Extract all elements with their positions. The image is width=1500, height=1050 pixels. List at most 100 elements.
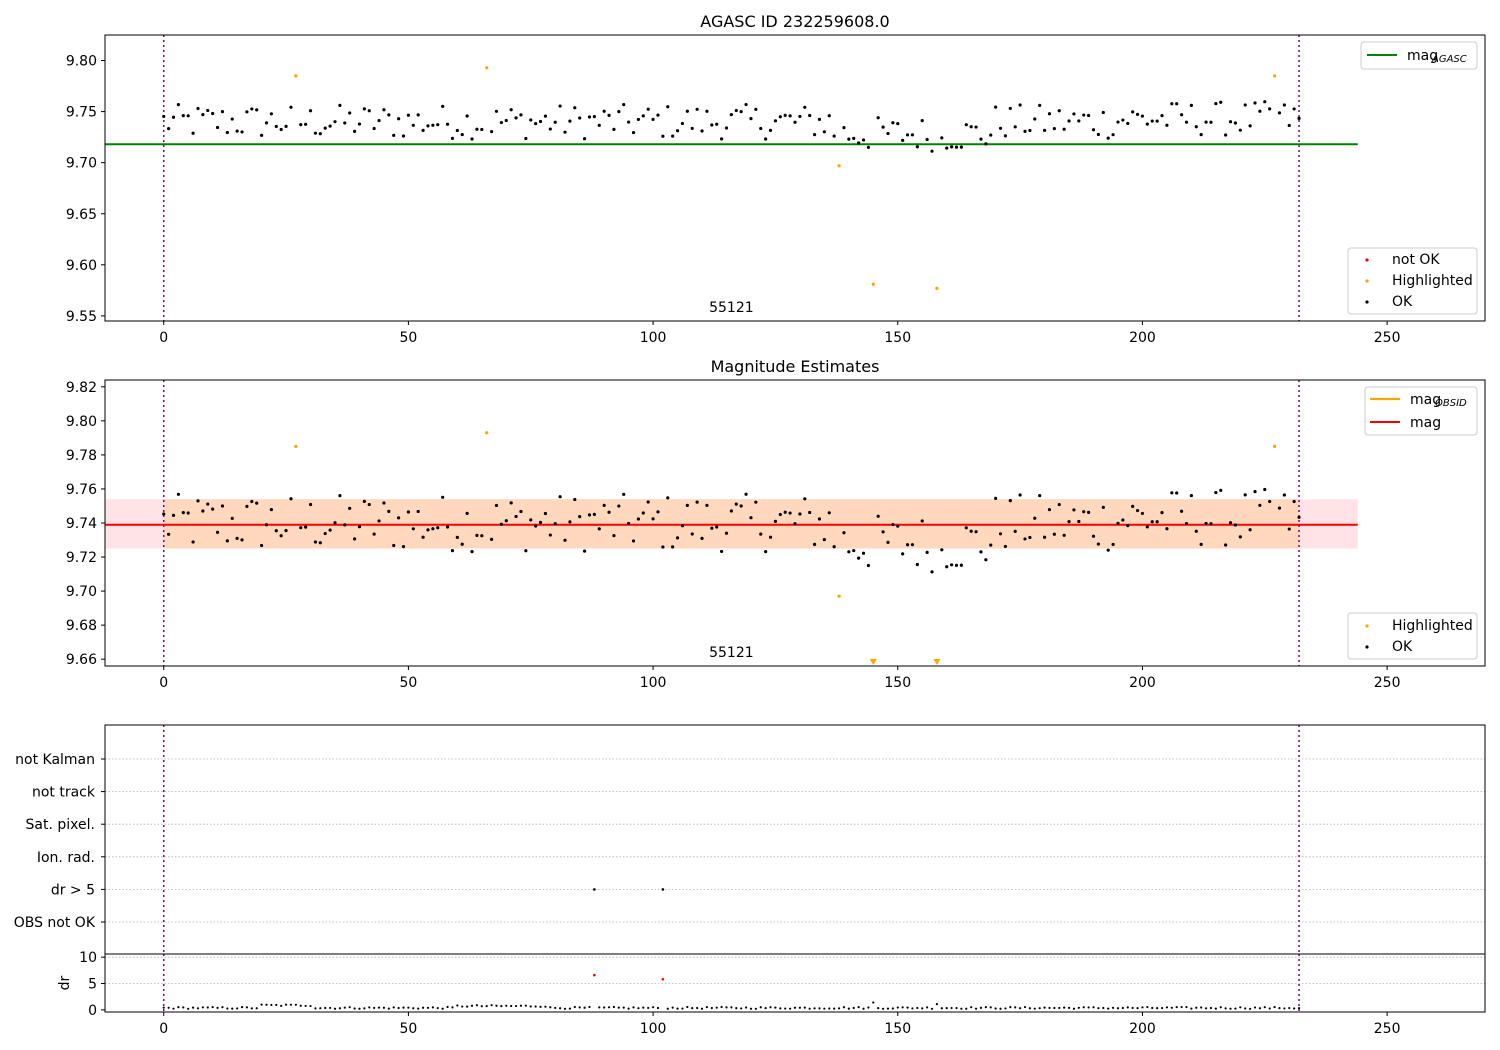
ok-point	[1096, 132, 1101, 137]
ok-point	[558, 495, 562, 499]
ok-point	[1013, 529, 1017, 533]
ok-point	[656, 510, 660, 514]
y-tick-label: 9.65	[66, 207, 97, 223]
ok-point	[896, 524, 900, 528]
ok-point	[509, 501, 513, 505]
dr-point	[720, 1005, 723, 1009]
highlighted-point	[871, 282, 875, 286]
dr-point	[329, 1006, 332, 1010]
ok-point	[1087, 113, 1091, 118]
dr-point	[324, 1006, 327, 1010]
ok-point	[910, 133, 915, 137]
ok-point	[749, 117, 753, 121]
ok-point	[592, 115, 596, 119]
ok-point	[1003, 544, 1008, 549]
dr-point	[573, 1005, 576, 1009]
ok-point	[920, 119, 924, 123]
dr-point	[1136, 1006, 1139, 1010]
dr-point	[647, 1006, 650, 1010]
x-tick-label: 200	[1129, 675, 1156, 691]
dr-point	[989, 1006, 992, 1009]
ok-point	[646, 500, 650, 504]
highlighted-point	[485, 66, 489, 70]
ok-point	[808, 113, 812, 118]
ok-point	[822, 130, 826, 134]
ok-point	[876, 514, 880, 518]
dr-point	[211, 1005, 214, 1009]
ok-point	[1184, 120, 1189, 124]
dr-point	[1160, 1006, 1164, 1010]
ok-point	[1106, 548, 1110, 552]
ok-point	[318, 541, 322, 545]
ok-point	[832, 134, 836, 138]
ok-point	[940, 548, 944, 552]
ok-point	[162, 512, 166, 516]
dr-point	[485, 1005, 488, 1008]
ok-point	[1018, 493, 1022, 497]
dr-point	[392, 1006, 395, 1009]
ok-point	[661, 545, 665, 549]
ok-point	[1140, 114, 1145, 118]
dr-point	[431, 1006, 434, 1009]
ok-point	[685, 503, 689, 507]
dr-point	[1126, 1006, 1129, 1009]
ok-point	[998, 126, 1003, 130]
ok-point	[279, 127, 283, 132]
ok-point	[1116, 120, 1120, 124]
ok-point	[759, 532, 763, 536]
ok-point	[754, 107, 758, 111]
dr-point	[549, 1006, 552, 1009]
ok-point	[1233, 121, 1238, 125]
dr-point	[510, 1004, 513, 1008]
dr-point	[319, 1007, 322, 1010]
ok-point	[450, 549, 455, 553]
ok-point	[1023, 129, 1027, 133]
ok-point	[1243, 103, 1247, 107]
dr-point	[676, 1007, 679, 1010]
ok-point	[441, 495, 445, 499]
ok-point	[905, 543, 910, 547]
ok-point	[392, 133, 396, 137]
ok-point	[215, 530, 220, 534]
ok-point	[617, 110, 621, 114]
ok-point	[167, 126, 171, 131]
ok-point	[881, 530, 885, 534]
ok-point	[1248, 124, 1252, 128]
ok-point	[1277, 111, 1282, 115]
legend-label-ok: OK	[1392, 639, 1413, 655]
ok-point	[1096, 542, 1101, 546]
dr-point	[191, 1006, 195, 1009]
dr-point	[1097, 1007, 1100, 1010]
dr-point	[309, 1004, 312, 1008]
ok-point	[255, 108, 259, 112]
ok-point	[387, 509, 391, 514]
ok-point	[989, 133, 993, 137]
legend-label-not-ok: not OK	[1392, 252, 1440, 268]
ok-point	[245, 110, 249, 114]
ok-point	[582, 549, 587, 553]
ok-point	[578, 515, 582, 519]
flag-category-label: OBS not OK	[14, 915, 96, 931]
flag-category-label: Ion. rad.	[37, 850, 95, 866]
ok-point	[808, 510, 812, 515]
dr-point	[284, 1003, 288, 1006]
dr-point	[970, 1006, 973, 1009]
dr-point	[784, 1007, 787, 1010]
dr-point	[798, 1006, 801, 1009]
ok-point	[910, 543, 915, 547]
ok-point	[1111, 133, 1115, 137]
ok-point	[372, 532, 376, 536]
y-tick-label: 10	[79, 950, 97, 966]
ok-point	[211, 507, 215, 511]
dr-point	[563, 1007, 567, 1010]
ok-point	[578, 116, 582, 120]
ok-point	[436, 123, 440, 127]
ok-point	[744, 492, 748, 496]
ok-point	[372, 126, 376, 131]
ok-point	[1228, 521, 1233, 525]
ok-point	[499, 522, 503, 526]
ok-point	[1126, 121, 1130, 126]
ok-point	[915, 145, 919, 149]
ok-point	[181, 113, 185, 118]
dr-point	[681, 1007, 684, 1010]
